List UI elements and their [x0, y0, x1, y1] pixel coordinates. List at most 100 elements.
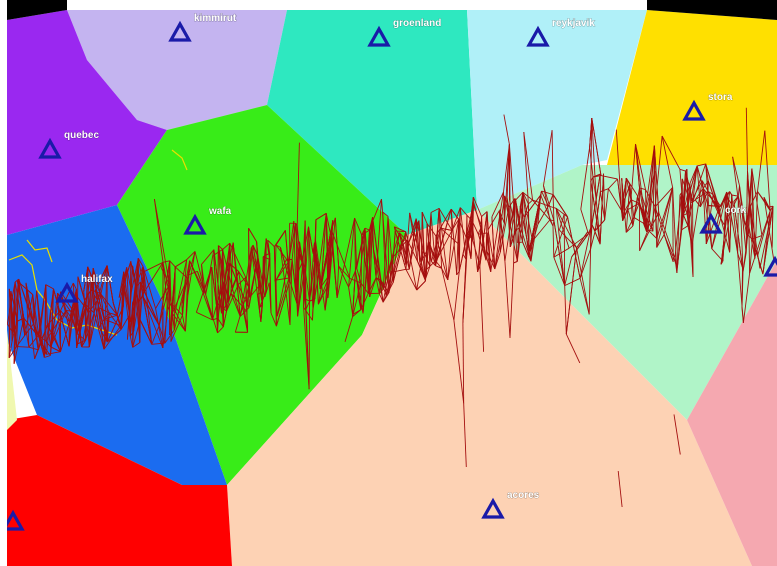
- station-marker-icon[interactable]: [38, 137, 62, 159]
- station-label-stora: stora: [708, 92, 733, 103]
- route-segment: [194, 251, 207, 295]
- station-marker-icon[interactable]: [699, 212, 723, 234]
- station-groenland[interactable]: groenland: [367, 18, 442, 47]
- route-map[interactable]: kimmirut groenland reykjavik stora quebec waf…: [7, 0, 777, 566]
- route-segment: [451, 207, 461, 231]
- route-segment: [435, 235, 449, 281]
- route-segment: [430, 207, 440, 213]
- station-acores[interactable]: acores: [481, 490, 540, 519]
- route-segment: [459, 207, 467, 260]
- station-cork[interactable]: cork: [699, 205, 747, 234]
- route-segment: [360, 234, 363, 310]
- route-segment: [639, 187, 646, 191]
- route-segment: [18, 279, 26, 336]
- route-segment: [523, 132, 534, 201]
- route-segment: [217, 326, 224, 334]
- route-segment: [270, 312, 277, 327]
- station-marker-icon[interactable]: [526, 25, 550, 47]
- route-segment: [661, 135, 681, 170]
- route-segment: [415, 218, 421, 263]
- route-segment: [362, 228, 366, 314]
- station-marker-icon[interactable]: [481, 497, 505, 519]
- route-segment: [354, 217, 363, 236]
- route-segment: [617, 470, 623, 508]
- route-segment: [309, 298, 315, 302]
- route-segment: [653, 145, 660, 213]
- route-segment: [394, 230, 407, 270]
- route-segment: [71, 311, 74, 319]
- route-segment: [635, 143, 640, 188]
- station-marker-icon[interactable]: [763, 255, 777, 277]
- route-segment: [291, 223, 297, 260]
- route-segment: [375, 199, 382, 278]
- station-marker-icon[interactable]: [367, 25, 391, 47]
- route-segment: [425, 260, 436, 271]
- route-segment: [705, 163, 721, 213]
- route-segment: [18, 278, 34, 325]
- station-label-kimmirut: kimmirut: [194, 13, 237, 24]
- station-quebec[interactable]: quebec: [38, 130, 100, 159]
- route-segment: [654, 187, 673, 208]
- route-segment: [477, 226, 483, 235]
- route-segment: [726, 191, 731, 212]
- route-segment: [741, 267, 743, 309]
- route-segment: [88, 275, 92, 348]
- route-segment: [72, 282, 77, 290]
- station-marker-icon[interactable]: [183, 213, 207, 235]
- kimmirut-region: [67, 10, 287, 130]
- route-segment: [415, 218, 424, 251]
- route-segment: [106, 312, 110, 343]
- route-segment: [126, 267, 131, 337]
- route-segment: [450, 209, 453, 231]
- station-marker-icon[interactable]: [168, 20, 192, 42]
- dark-corner-left: [7, 0, 67, 20]
- route-segment: [182, 283, 186, 316]
- route-segment: [663, 187, 674, 235]
- route-segment: [441, 268, 455, 321]
- route-segment: [547, 194, 554, 207]
- route-segment: [372, 249, 384, 303]
- station-east-edge[interactable]: [763, 255, 777, 277]
- route-segment: [211, 267, 217, 305]
- station-stora[interactable]: stora: [682, 92, 733, 121]
- route-segment: [338, 265, 350, 288]
- route-segment: [317, 273, 321, 289]
- route-segment: [595, 199, 601, 245]
- route-segment: [320, 213, 327, 287]
- route-segment: [395, 230, 406, 233]
- station-marker-icon[interactable]: [55, 281, 79, 303]
- route-segment: [315, 240, 326, 311]
- route-segment: [707, 205, 721, 207]
- route-segment: [625, 209, 629, 233]
- station-south-west[interactable]: [7, 509, 25, 531]
- station-halifax[interactable]: halifax: [55, 274, 114, 303]
- station-reykjavik[interactable]: reykjavik: [526, 18, 596, 47]
- route-segment: [730, 211, 739, 254]
- route-segment: [540, 194, 554, 227]
- route-segment: [672, 187, 674, 262]
- route-segment: [338, 265, 351, 279]
- route-segment: [222, 282, 225, 327]
- route-segment: [331, 230, 338, 298]
- route-segment: [751, 168, 756, 259]
- route-segment: [479, 265, 485, 352]
- station-kimmirut[interactable]: kimmirut: [168, 13, 237, 42]
- route-segment: [720, 191, 731, 265]
- route-segment: [305, 309, 310, 390]
- route-segment: [615, 129, 623, 211]
- route-segment: [748, 168, 753, 227]
- route-segment: [643, 145, 655, 224]
- route-segment: [142, 297, 153, 345]
- route-segment: [435, 208, 452, 237]
- station-marker-icon[interactable]: [682, 99, 706, 121]
- station-marker-icon[interactable]: [7, 509, 25, 531]
- route-segment: [231, 271, 240, 288]
- route-segment: [737, 196, 739, 254]
- station-wafa[interactable]: wafa: [183, 206, 232, 235]
- route-segment: [175, 259, 187, 268]
- route-segment: [144, 291, 160, 326]
- route-segment: [106, 329, 122, 343]
- route-segment: [16, 321, 18, 347]
- map-view[interactable]: kimmirut groenland reykjavik stora quebec waf…: [7, 0, 777, 566]
- route-segment: [60, 325, 69, 352]
